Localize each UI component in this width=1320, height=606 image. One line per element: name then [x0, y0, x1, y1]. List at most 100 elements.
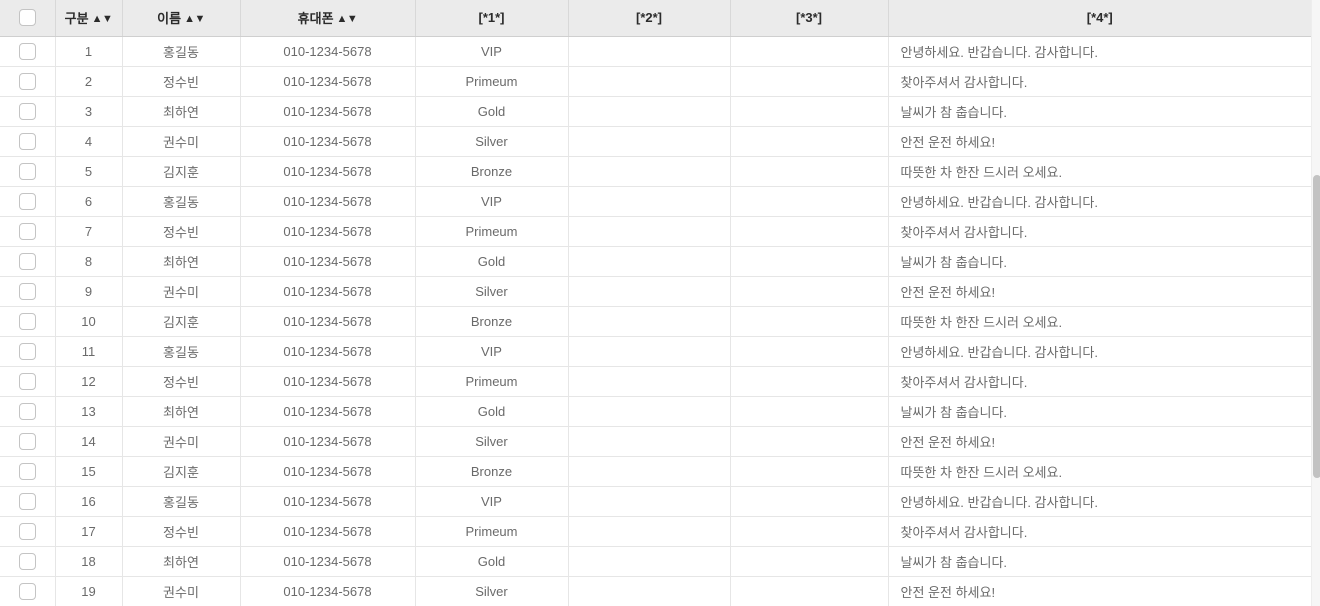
- row-select-cell[interactable]: [0, 126, 56, 157]
- table-row[interactable]: 8 최하연 010-1234-5678 Gold 날씨가 참 춥습니다.: [0, 246, 1311, 277]
- cell-phone: 010-1234-5678: [240, 486, 416, 517]
- sort-arrows-icon[interactable]: ▲▼: [184, 13, 205, 26]
- table-row[interactable]: 19 권수미 010-1234-5678 Silver 안전 운전 하세요!: [0, 576, 1311, 606]
- cell-name: 권수미: [122, 126, 241, 157]
- table-row[interactable]: 11 홍길동 010-1234-5678 VIP 안녕하세요. 반갑습니다. 감사합니다…: [0, 336, 1311, 367]
- select-all-header-cell[interactable]: [0, 0, 56, 37]
- select-all-checkbox[interactable]: [18, 9, 36, 27]
- table-row[interactable]: 13 최하연 010-1234-5678 Gold 날씨가 참 춥습니다.: [0, 396, 1311, 427]
- row-select-checkbox[interactable]: [18, 492, 36, 510]
- row-select-checkbox[interactable]: [18, 162, 36, 180]
- row-select-cell[interactable]: [0, 276, 56, 307]
- cell-c2: [568, 126, 731, 157]
- cell-c2: [568, 426, 731, 457]
- row-select-cell[interactable]: [0, 456, 56, 487]
- row-select-cell[interactable]: [0, 66, 56, 97]
- row-select-checkbox[interactable]: [18, 132, 36, 150]
- table-row[interactable]: 5 김지훈 010-1234-5678 Bronze 따뜻한 차 한잔 드시러 오세요.: [0, 156, 1311, 187]
- table-row[interactable]: 6 홍길동 010-1234-5678 VIP 안녕하세요. 반갑습니다. 감사합니다.: [0, 186, 1311, 217]
- row-select-checkbox[interactable]: [18, 582, 36, 600]
- cell-name: 권수미: [122, 576, 241, 606]
- cell-name: 정수빈: [122, 216, 241, 247]
- sort-arrows-icon[interactable]: ▲▼: [91, 13, 113, 26]
- row-select-checkbox[interactable]: [18, 462, 36, 480]
- column-header-label: [*1*]: [478, 10, 505, 26]
- row-select-checkbox[interactable]: [18, 372, 36, 390]
- table-row[interactable]: 7 정수빈 010-1234-5678 Primeum 찾아주셔서 감사합니다.: [0, 216, 1311, 247]
- cell-no: 15: [55, 456, 123, 487]
- table-row[interactable]: 16 홍길동 010-1234-5678 VIP 안녕하세요. 반갑습니다. 감사합니다…: [0, 486, 1311, 517]
- table-row[interactable]: 18 최하연 010-1234-5678 Gold 날씨가 참 춥습니다.: [0, 546, 1311, 577]
- column-header-label: [*4*]: [1086, 10, 1113, 26]
- cell-c2: [568, 516, 731, 547]
- row-select-cell[interactable]: [0, 396, 56, 427]
- row-select-cell[interactable]: [0, 216, 56, 247]
- row-select-cell[interactable]: [0, 546, 56, 577]
- cell-c1: Silver: [415, 426, 569, 457]
- cell-phone: 010-1234-5678: [240, 156, 416, 187]
- table-row[interactable]: 1 홍길동 010-1234-5678 VIP 안녕하세요. 반갑습니다. 감사합니다.: [0, 36, 1311, 67]
- row-select-checkbox[interactable]: [18, 432, 36, 450]
- cell-c2: [568, 36, 731, 67]
- row-select-checkbox[interactable]: [18, 192, 36, 210]
- table-row[interactable]: 15 김지훈 010-1234-5678 Bronze 따뜻한 차 한잔 드시러 오세요…: [0, 456, 1311, 487]
- row-select-checkbox[interactable]: [18, 102, 36, 120]
- table-row[interactable]: 2 정수빈 010-1234-5678 Primeum 찾아주셔서 감사합니다.: [0, 66, 1311, 97]
- row-select-cell[interactable]: [0, 96, 56, 127]
- row-select-checkbox[interactable]: [18, 402, 36, 420]
- row-select-checkbox[interactable]: [18, 282, 36, 300]
- row-select-cell[interactable]: [0, 516, 56, 547]
- cell-c2: [568, 456, 731, 487]
- vertical-scrollbar-track[interactable]: [1311, 0, 1320, 606]
- row-select-cell[interactable]: [0, 246, 56, 277]
- row-select-cell[interactable]: [0, 426, 56, 457]
- table-row[interactable]: 10 김지훈 010-1234-5678 Bronze 따뜻한 차 한잔 드시러 오세요…: [0, 306, 1311, 337]
- sort-arrows-icon[interactable]: ▲▼: [336, 13, 358, 26]
- cell-c4: 찾아주셔서 감사합니다.: [888, 66, 1311, 97]
- row-select-checkbox[interactable]: [18, 72, 36, 90]
- row-select-cell[interactable]: [0, 36, 56, 67]
- cell-c2: [568, 156, 731, 187]
- row-select-checkbox[interactable]: [18, 252, 36, 270]
- row-select-cell[interactable]: [0, 486, 56, 517]
- row-select-cell[interactable]: [0, 306, 56, 337]
- cell-c2: [568, 396, 731, 427]
- row-select-checkbox[interactable]: [18, 222, 36, 240]
- row-select-checkbox[interactable]: [18, 42, 36, 60]
- cell-c2: [568, 486, 731, 517]
- cell-no: 4: [55, 126, 123, 157]
- row-select-checkbox[interactable]: [18, 312, 36, 330]
- row-select-checkbox[interactable]: [18, 522, 36, 540]
- row-select-cell[interactable]: [0, 186, 56, 217]
- vertical-scrollbar-thumb[interactable]: [1313, 175, 1320, 478]
- row-select-cell[interactable]: [0, 576, 56, 606]
- cell-phone: 010-1234-5678: [240, 126, 416, 157]
- table-row[interactable]: 12 정수빈 010-1234-5678 Primeum 찾아주셔서 감사합니다.: [0, 366, 1311, 397]
- row-select-checkbox[interactable]: [18, 342, 36, 360]
- cell-c3: [730, 516, 889, 547]
- table-row[interactable]: 9 권수미 010-1234-5678 Silver 안전 운전 하세요!: [0, 276, 1311, 307]
- cell-name: 최하연: [122, 396, 241, 427]
- header-row: 구분 ▲▼ 이름 ▲▼ 휴대폰 ▲▼ [*1*] [*2*] [*3*] [*4*]: [0, 0, 1311, 37]
- row-select-checkbox[interactable]: [18, 552, 36, 570]
- column-header-phone[interactable]: 휴대폰 ▲▼: [240, 0, 416, 37]
- column-header-label: [*2*]: [635, 10, 662, 26]
- cell-c1: Bronze: [415, 156, 569, 187]
- table-row[interactable]: 17 정수빈 010-1234-5678 Primeum 찾아주셔서 감사합니다.: [0, 516, 1311, 547]
- table-row[interactable]: 14 권수미 010-1234-5678 Silver 안전 운전 하세요!: [0, 426, 1311, 457]
- row-select-cell[interactable]: [0, 336, 56, 367]
- column-header-name[interactable]: 이름 ▲▼: [122, 0, 241, 37]
- row-select-cell[interactable]: [0, 366, 56, 397]
- cell-c1: VIP: [415, 486, 569, 517]
- table-row[interactable]: 4 권수미 010-1234-5678 Silver 안전 운전 하세요!: [0, 126, 1311, 157]
- column-header-no[interactable]: 구분 ▲▼: [55, 0, 123, 37]
- row-select-cell[interactable]: [0, 156, 56, 187]
- cell-c3: [730, 186, 889, 217]
- cell-phone: 010-1234-5678: [240, 576, 416, 606]
- table-row[interactable]: 3 최하연 010-1234-5678 Gold 날씨가 참 춥습니다.: [0, 96, 1311, 127]
- cell-c3: [730, 156, 889, 187]
- cell-c3: [730, 336, 889, 367]
- cell-phone: 010-1234-5678: [240, 36, 416, 67]
- cell-c3: [730, 396, 889, 427]
